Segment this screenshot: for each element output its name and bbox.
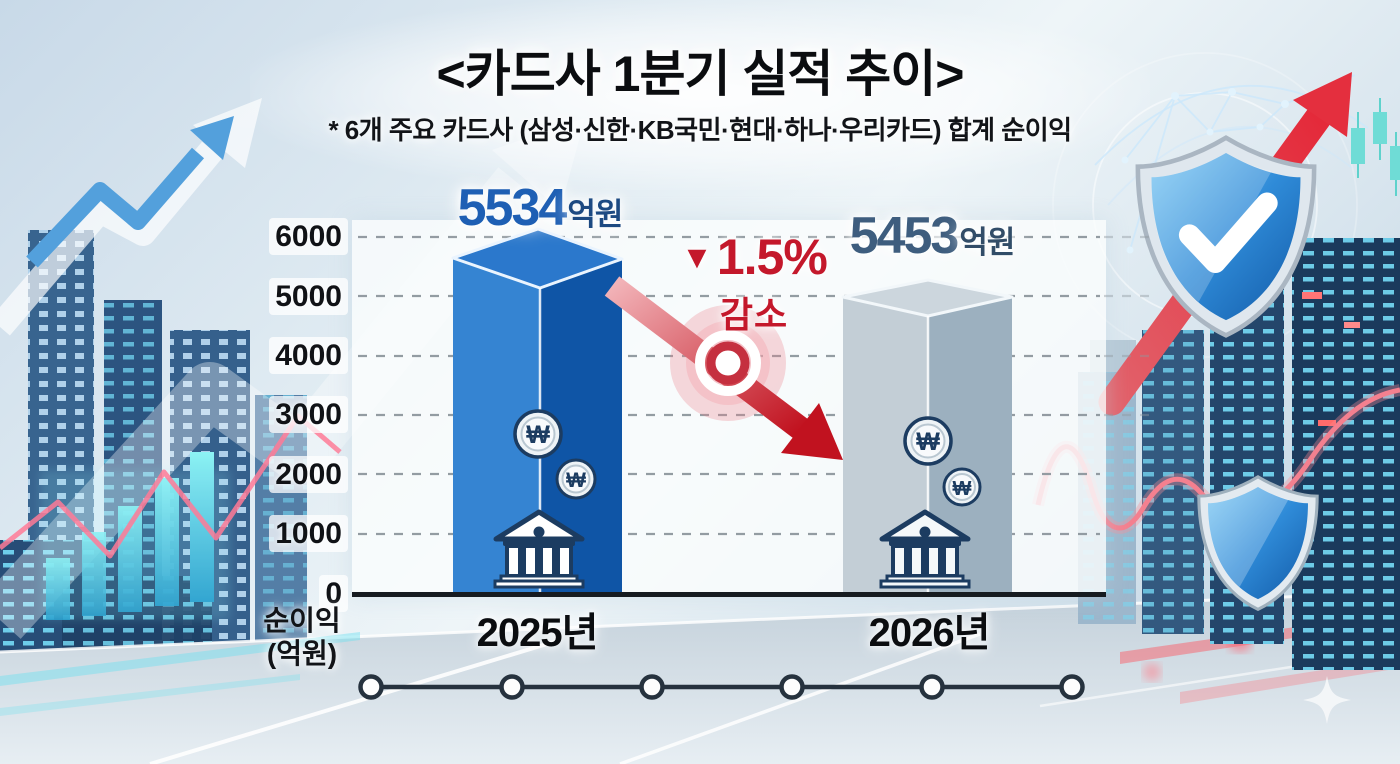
decrease-annotation: ▼1.5% 감소 [681,228,828,338]
decrease-arrow-icon [604,276,843,460]
bank-icon [879,509,971,589]
bar-value-number: 5534 [457,179,568,237]
decrease-annotation-value: ▼1.5% [681,228,828,286]
shield-small-icon [1197,474,1319,612]
won-symbol: ₩ [953,478,972,500]
candlestick-decoration [1351,98,1400,196]
y-tick-5000: 5000 [269,278,348,315]
timeline-decoration [358,674,1085,700]
y-tick-6000: 6000 [269,218,348,255]
y-axis-unit-label: 순이익 (억원) [232,604,372,670]
won-coin-icon: ₩ [903,416,953,466]
sparkle-icon [1303,676,1351,724]
bar-value-label-2025: 5534억원 [457,178,624,238]
decrease-label: 감소 [719,294,789,335]
won-symbol: ₩ [566,469,586,492]
y-tick-1000: 1000 [269,515,348,552]
won-coin-icon: ₩ [942,467,982,507]
won-symbol: ₩ [916,428,940,456]
bar-2025: ₩ ₩ [451,227,624,594]
title-glow [250,0,1150,190]
growth-arrow-blue-icon [26,116,234,268]
bar-value-unit: 억원 [567,197,623,232]
bar-value-unit: 억원 [959,225,1015,260]
x-label-2026: 2026년 [868,611,991,655]
bar-value-number: 5453 [849,207,960,265]
won-coin-icon: ₩ [513,409,563,459]
bar-value-label-2026: 5453억원 [849,206,1016,266]
won-coin-icon: ₩ [555,458,597,500]
y-axis-unit-line1: 순이익 [263,605,341,636]
x-label-2025: 2025년 [476,611,599,655]
bank-icon [493,509,585,589]
page-title: <카드사 1분기 실적 추이> [436,46,965,102]
down-triangle-icon: ▼ [681,239,713,275]
y-tick-4000: 4000 [269,337,348,374]
page-subtitle: * 6개 주요 카드사 (삼성·신한·KB국민·현대·하나·우리카드) 합계 순… [328,115,1072,145]
y-tick-2000: 2000 [269,456,348,493]
y-tick-0: 0 [319,575,348,612]
y-axis-unit-line2: (억원) [266,638,338,669]
won-symbol: ₩ [526,421,550,449]
bar-2026: ₩ ₩ [841,278,1014,594]
y-tick-3000: 3000 [269,396,348,433]
decrease-percent: 1.5% [716,229,828,285]
